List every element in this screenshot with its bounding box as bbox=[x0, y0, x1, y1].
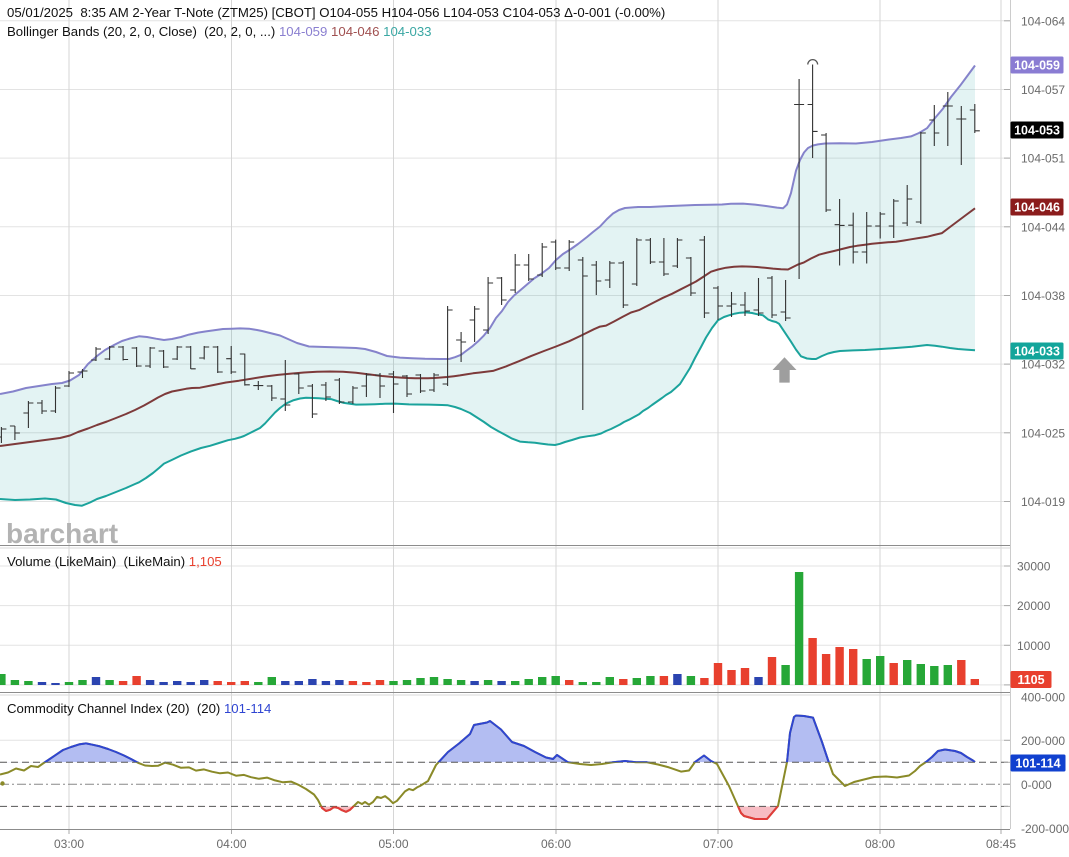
svg-text:06:00: 06:00 bbox=[541, 837, 571, 851]
svg-text:barchart: barchart bbox=[6, 518, 118, 549]
svg-text:104-057: 104-057 bbox=[1021, 83, 1065, 97]
svg-text:Bollinger Bands (20, 2, 0, Clo: Bollinger Bands (20, 2, 0, Close) (20, 2… bbox=[7, 24, 432, 39]
svg-text:1105: 1105 bbox=[1017, 673, 1044, 687]
svg-text:104-032: 104-032 bbox=[1021, 358, 1065, 372]
svg-text:104-025: 104-025 bbox=[1021, 426, 1065, 440]
svg-text:03:00: 03:00 bbox=[54, 837, 84, 851]
svg-text:104-033: 104-033 bbox=[1014, 345, 1060, 359]
svg-text:07:00: 07:00 bbox=[703, 837, 733, 851]
svg-text:0-000: 0-000 bbox=[1021, 778, 1052, 792]
svg-text:Volume (LikeMain) (LikeMain): Volume (LikeMain) (LikeMain) 1,105 bbox=[7, 554, 222, 569]
svg-text:05:00: 05:00 bbox=[378, 837, 408, 851]
svg-text:200-000: 200-000 bbox=[1021, 734, 1065, 748]
svg-text:104-053: 104-053 bbox=[1014, 124, 1060, 138]
svg-text:08:45: 08:45 bbox=[986, 837, 1016, 851]
svg-text:104-051: 104-051 bbox=[1021, 152, 1065, 166]
svg-text:-200-000: -200-000 bbox=[1021, 822, 1069, 836]
svg-text:104-064: 104-064 bbox=[1021, 14, 1065, 28]
svg-text:104-019: 104-019 bbox=[1021, 495, 1065, 509]
svg-text:104-038: 104-038 bbox=[1021, 289, 1065, 303]
svg-text:101-114: 101-114 bbox=[1015, 757, 1060, 771]
svg-text:104-059: 104-059 bbox=[1014, 59, 1060, 73]
svg-text:04:00: 04:00 bbox=[216, 837, 246, 851]
svg-text:Commodity Channel Index (20): Commodity Channel Index (20) (20) 101-11… bbox=[7, 701, 271, 716]
svg-text:30000: 30000 bbox=[1017, 560, 1051, 574]
svg-text:08:00: 08:00 bbox=[865, 837, 895, 851]
svg-text:10000: 10000 bbox=[1017, 639, 1051, 653]
svg-text:104-044: 104-044 bbox=[1021, 220, 1065, 234]
svg-text:20000: 20000 bbox=[1017, 599, 1051, 613]
svg-text:400-000: 400-000 bbox=[1021, 691, 1065, 705]
svg-text:05/01/2025 8:35 AM 2-Year T-N: 05/01/2025 8:35 AM 2-Year T-Note (ZTM25)… bbox=[7, 5, 665, 20]
svg-text:104-046: 104-046 bbox=[1014, 201, 1060, 215]
